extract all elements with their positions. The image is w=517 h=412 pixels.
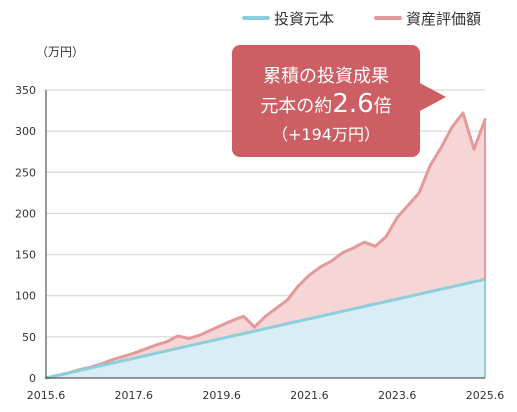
- callout-line2-suffix: 倍: [374, 96, 392, 117]
- y-tick-label-0: 0: [29, 372, 36, 385]
- y-tick-label-350: 350: [15, 84, 36, 97]
- x-tick-label-3: 2021.6: [290, 389, 329, 402]
- x-tick-label-5: 2025.6: [466, 389, 505, 402]
- x-tick-label-1: 2017.6: [115, 389, 154, 402]
- callout: 累積の投資成果 元本の約2.6倍 （+194万円）: [232, 45, 446, 157]
- y-tick-label-150: 150: [15, 249, 36, 262]
- y-tick-label-200: 200: [15, 207, 36, 220]
- callout-pointer: [418, 82, 446, 112]
- x-tick-label-4: 2023.6: [378, 389, 417, 402]
- series-lines: [44, 111, 487, 380]
- callout-line1: 累積の投資成果: [263, 66, 389, 87]
- y-tick-label-50: 50: [22, 331, 36, 344]
- callout-line3: （+194万円）: [272, 125, 380, 144]
- legend-label-assets: 資産評価額: [406, 10, 481, 28]
- y-tick-label-300: 300: [15, 125, 36, 138]
- axes: [45, 90, 485, 379]
- y-axis-tick-labels: 0 50 100 150 200 250 300 350: [15, 84, 36, 385]
- x-axis-tick-labels: 2015.6 2017.6 2019.6 2021.6 2023.6 2025.6: [27, 389, 505, 402]
- callout-line2-prefix: 元本の約: [260, 96, 332, 117]
- callout-box: [232, 45, 420, 157]
- y-axis-unit-label: （万円）: [36, 45, 84, 59]
- y-tick-label-250: 250: [15, 166, 36, 179]
- legend-label-principal: 投資元本: [274, 10, 334, 28]
- callout-line2: 元本の約2.6倍: [260, 89, 391, 119]
- line-series-1: [44, 111, 487, 380]
- legend: 投資元本 資産評価額: [242, 10, 481, 28]
- line-series-0: [44, 277, 487, 380]
- callout-multiplier: 2.6: [332, 89, 373, 119]
- x-tick-label-2: 2019.6: [202, 389, 241, 402]
- x-tick-label-0: 2015.6: [27, 389, 66, 402]
- y-tick-label-100: 100: [15, 290, 36, 303]
